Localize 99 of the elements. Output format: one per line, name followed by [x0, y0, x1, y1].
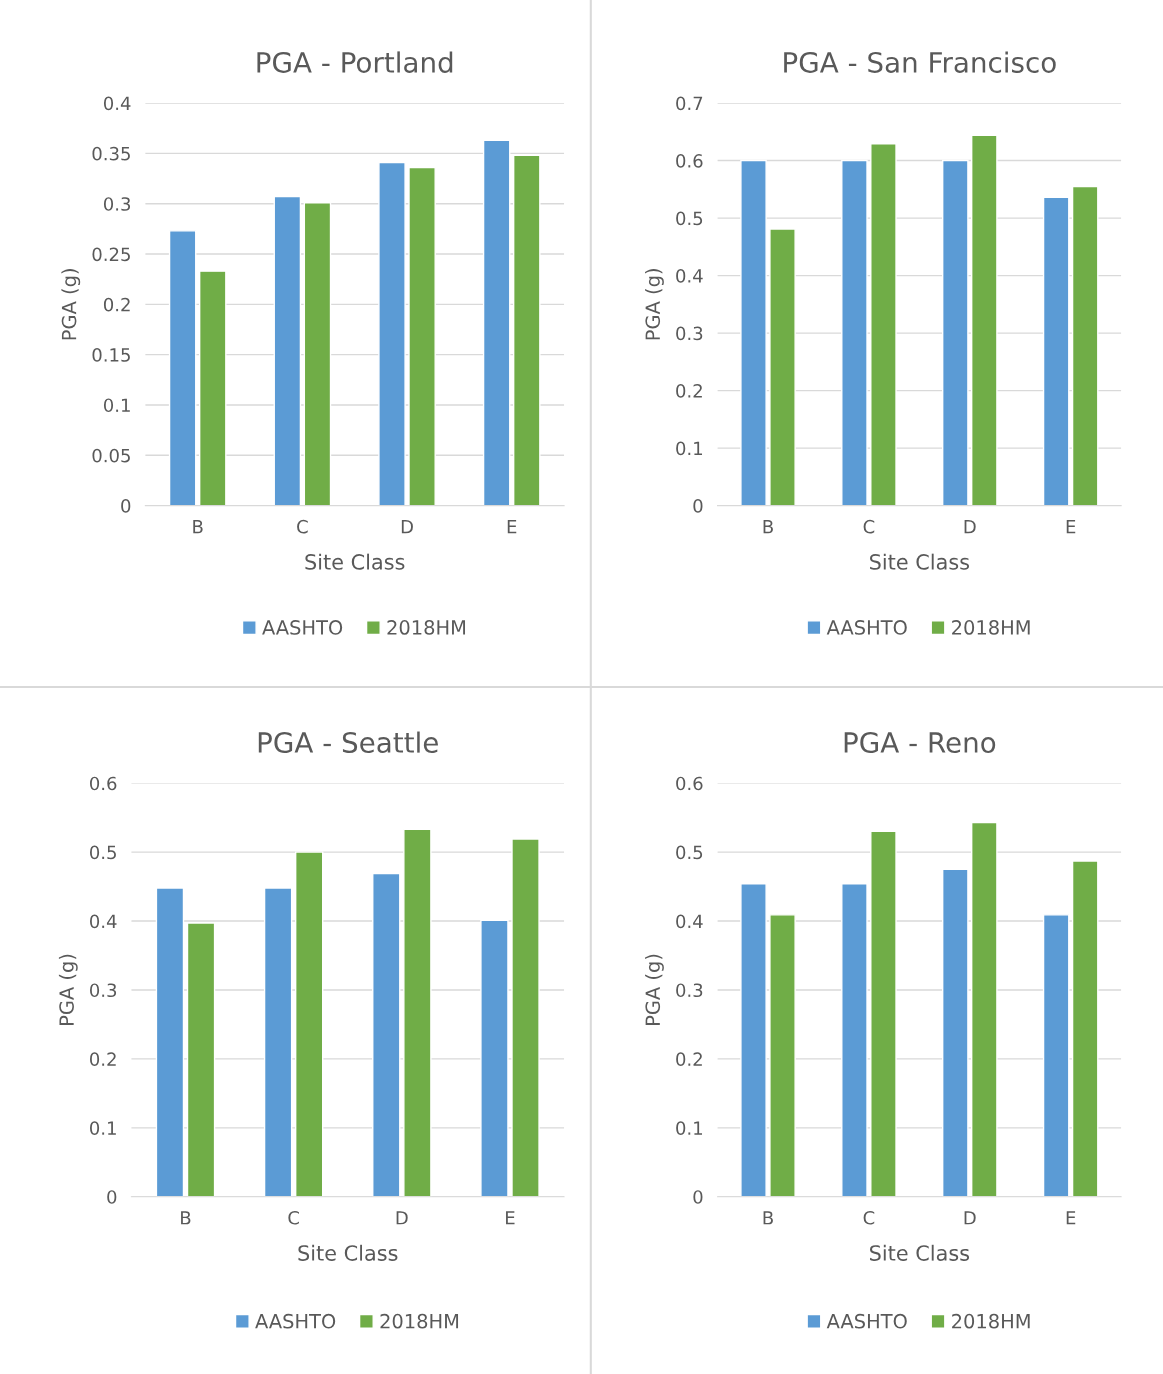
bar [941, 868, 969, 1197]
x-axis-title: Site Class [870, 553, 970, 570]
y-tick-label: 0.15 [92, 348, 130, 362]
x-tick-label: C [863, 519, 875, 534]
bar [482, 139, 511, 506]
y-tick-label: 0.5 [90, 845, 116, 860]
x-tick-label: E [1066, 520, 1076, 534]
bar [480, 919, 509, 1197]
bar [841, 159, 868, 506]
bar [263, 887, 293, 1197]
x-tick-label: E [507, 520, 517, 534]
x-axis-title: Site Class [870, 1244, 970, 1261]
y-tick-label: 0.1 [676, 1121, 703, 1135]
x-tick-label: D [396, 1211, 408, 1225]
y-tick-label: 0.5 [676, 845, 703, 860]
y-tick-label: 0 [693, 499, 703, 513]
bar [186, 922, 216, 1197]
bar [403, 828, 432, 1197]
bar [155, 887, 185, 1197]
bar [841, 883, 868, 1197]
bar [1042, 914, 1070, 1197]
legend-label: AASHTO [255, 1313, 336, 1329]
x-tick-label: B [181, 1211, 191, 1225]
legend-label: 2018HM [387, 620, 466, 635]
bar [511, 838, 540, 1197]
x-axis-title: Site Class [305, 553, 405, 570]
y-tick-label: 0.6 [676, 154, 703, 168]
y-tick-label: 0.2 [103, 297, 130, 312]
bar [378, 161, 406, 506]
x-tick-label: C [297, 519, 308, 534]
y-tick-label: 0.1 [90, 1121, 116, 1135]
bar [1042, 196, 1070, 506]
y-tick-label: 0.1 [676, 441, 703, 456]
bar [740, 159, 767, 506]
chart-title: PGA - Portland [257, 51, 453, 73]
x-tick-label: D [964, 1211, 976, 1225]
bar [168, 230, 197, 506]
y-tick-label: 0.3 [103, 197, 131, 211]
y-tick-label: 0.4 [103, 96, 131, 111]
y-tick-label: 0.3 [90, 983, 117, 998]
chart-title: PGA - San Francisco [784, 51, 1056, 73]
y-axis-title: PGA (g) [61, 269, 81, 340]
y-tick-label: 0.5 [676, 211, 703, 226]
bar [372, 872, 401, 1197]
bar [870, 830, 897, 1197]
legend-label: AASHTO [262, 620, 343, 635]
bar [512, 154, 541, 506]
y-axis-title: PGA (g) [58, 954, 78, 1025]
chart-title: PGA - Seattle [258, 731, 438, 754]
x-tick-label: C [288, 1210, 299, 1225]
x-tick-label: D [964, 520, 976, 534]
x-tick-label: B [763, 1211, 773, 1225]
x-tick-label: E [506, 1211, 515, 1225]
bar [970, 821, 998, 1197]
y-tick-label: 0.6 [676, 776, 703, 791]
y-tick-label: 0 [121, 499, 131, 513]
y-axis-title: PGA (g) [645, 954, 664, 1025]
y-tick-label: 0.6 [90, 776, 117, 791]
y-tick-label: 0.35 [92, 146, 130, 161]
bar [198, 270, 227, 506]
bar [870, 143, 897, 506]
bar [740, 883, 767, 1197]
bar [769, 914, 796, 1197]
bar [303, 201, 332, 506]
bar [408, 166, 436, 506]
chart-title: PGA - Reno [844, 732, 996, 754]
x-tick-label: B [763, 520, 773, 534]
y-tick-label: 0.4 [90, 914, 117, 929]
y-tick-label: 0.3 [676, 326, 703, 341]
legend-label: AASHTO [826, 1313, 907, 1329]
legend-label: 2018HM [952, 620, 1030, 635]
x-tick-label: D [401, 520, 413, 534]
y-tick-label: 0.2 [90, 1052, 116, 1067]
y-tick-label: 0.3 [676, 983, 703, 998]
bar [294, 851, 324, 1197]
y-tick-label: 0 [107, 1190, 117, 1204]
x-tick-label: E [1066, 1211, 1076, 1225]
legend-label: AASHTO [826, 620, 907, 635]
x-tick-label: C [863, 1210, 875, 1225]
y-axis-title: PGA (g) [645, 269, 664, 340]
bar [970, 134, 998, 506]
y-tick-label: 0.4 [676, 914, 703, 929]
bar [941, 159, 969, 506]
y-tick-label: 0.2 [676, 384, 702, 398]
bar [769, 228, 796, 506]
legend-label: 2018HM [952, 1313, 1030, 1329]
y-tick-label: 0.05 [92, 448, 130, 463]
legend-label: 2018HM [380, 1313, 459, 1329]
y-tick-label: 0.4 [676, 269, 703, 283]
bar [1071, 860, 1099, 1197]
x-axis-title: Site Class [298, 1244, 398, 1261]
y-tick-label: 0 [693, 1190, 703, 1204]
bar [273, 195, 302, 506]
y-tick-label: 0.1 [103, 398, 130, 413]
bar [1071, 185, 1099, 506]
y-tick-label: 0.7 [676, 96, 703, 111]
y-tick-label: 0.25 [92, 247, 130, 262]
x-tick-label: B [193, 520, 203, 534]
y-tick-label: 0.2 [676, 1052, 702, 1067]
